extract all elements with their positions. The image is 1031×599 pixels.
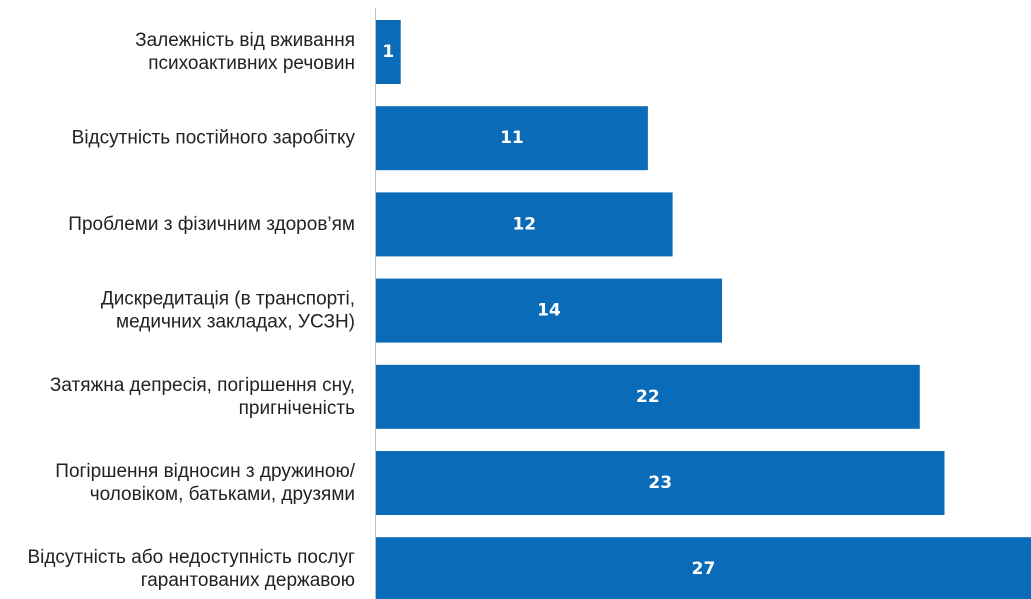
bar-value-label: 23 xyxy=(648,473,672,493)
category-labels-group: Залежність від вживання психоактивних реч… xyxy=(27,30,355,591)
category-label: Дискредитація (в транспорті, медичних зак… xyxy=(101,289,355,333)
bar xyxy=(376,278,723,343)
category-label: Відсутність або недоступність послуг гара… xyxy=(27,547,355,591)
bar-value-label: 14 xyxy=(537,301,561,321)
category-label-line: Погіршення відносин з дружиною/ xyxy=(55,461,355,482)
category-label-line: чоловіком, батьками, друзями xyxy=(90,484,355,505)
category-label: Відсутність постійного заробітку xyxy=(72,128,356,149)
bar xyxy=(376,364,920,429)
bar xyxy=(376,20,401,84)
category-label-line: гарантованих державою xyxy=(141,570,355,591)
category-label-line: Дискредитація (в транспорті, xyxy=(101,289,355,310)
bar-value-label: 22 xyxy=(636,387,660,407)
category-label-line: Відсутність постійного заробітку xyxy=(72,128,356,149)
bar xyxy=(376,106,648,171)
category-label-line: Затяжна депресія, погіршення сну, xyxy=(50,375,355,396)
category-label-line: Проблеми з фізичним здоров’ям xyxy=(68,214,355,235)
category-label: Погіршення відносин з дружиною/чоловіком… xyxy=(55,461,355,505)
category-label: Затяжна депресія, погіршення сну, пригніч… xyxy=(50,375,355,419)
bar-value-label: 1 xyxy=(382,42,394,62)
bar-value-label: 11 xyxy=(500,128,524,148)
category-label: Проблеми з фізичним здоров’ям xyxy=(68,214,355,235)
category-label: Залежність від вживання психоактивних реч… xyxy=(135,30,355,74)
bar xyxy=(376,537,1031,599)
bar xyxy=(376,451,945,515)
category-label-line: пригніченість xyxy=(239,398,355,419)
category-label-line: Залежність від вживання xyxy=(135,30,355,51)
category-label-line: психоактивних речовин xyxy=(148,53,355,74)
bar-value-label: 12 xyxy=(512,214,536,234)
category-label-line: медичних закладах, УСЗН) xyxy=(116,312,355,333)
category-label-line: Відсутність або недоступність послуг xyxy=(27,547,355,568)
bar-value-label: 27 xyxy=(692,559,716,579)
bar xyxy=(376,192,673,257)
